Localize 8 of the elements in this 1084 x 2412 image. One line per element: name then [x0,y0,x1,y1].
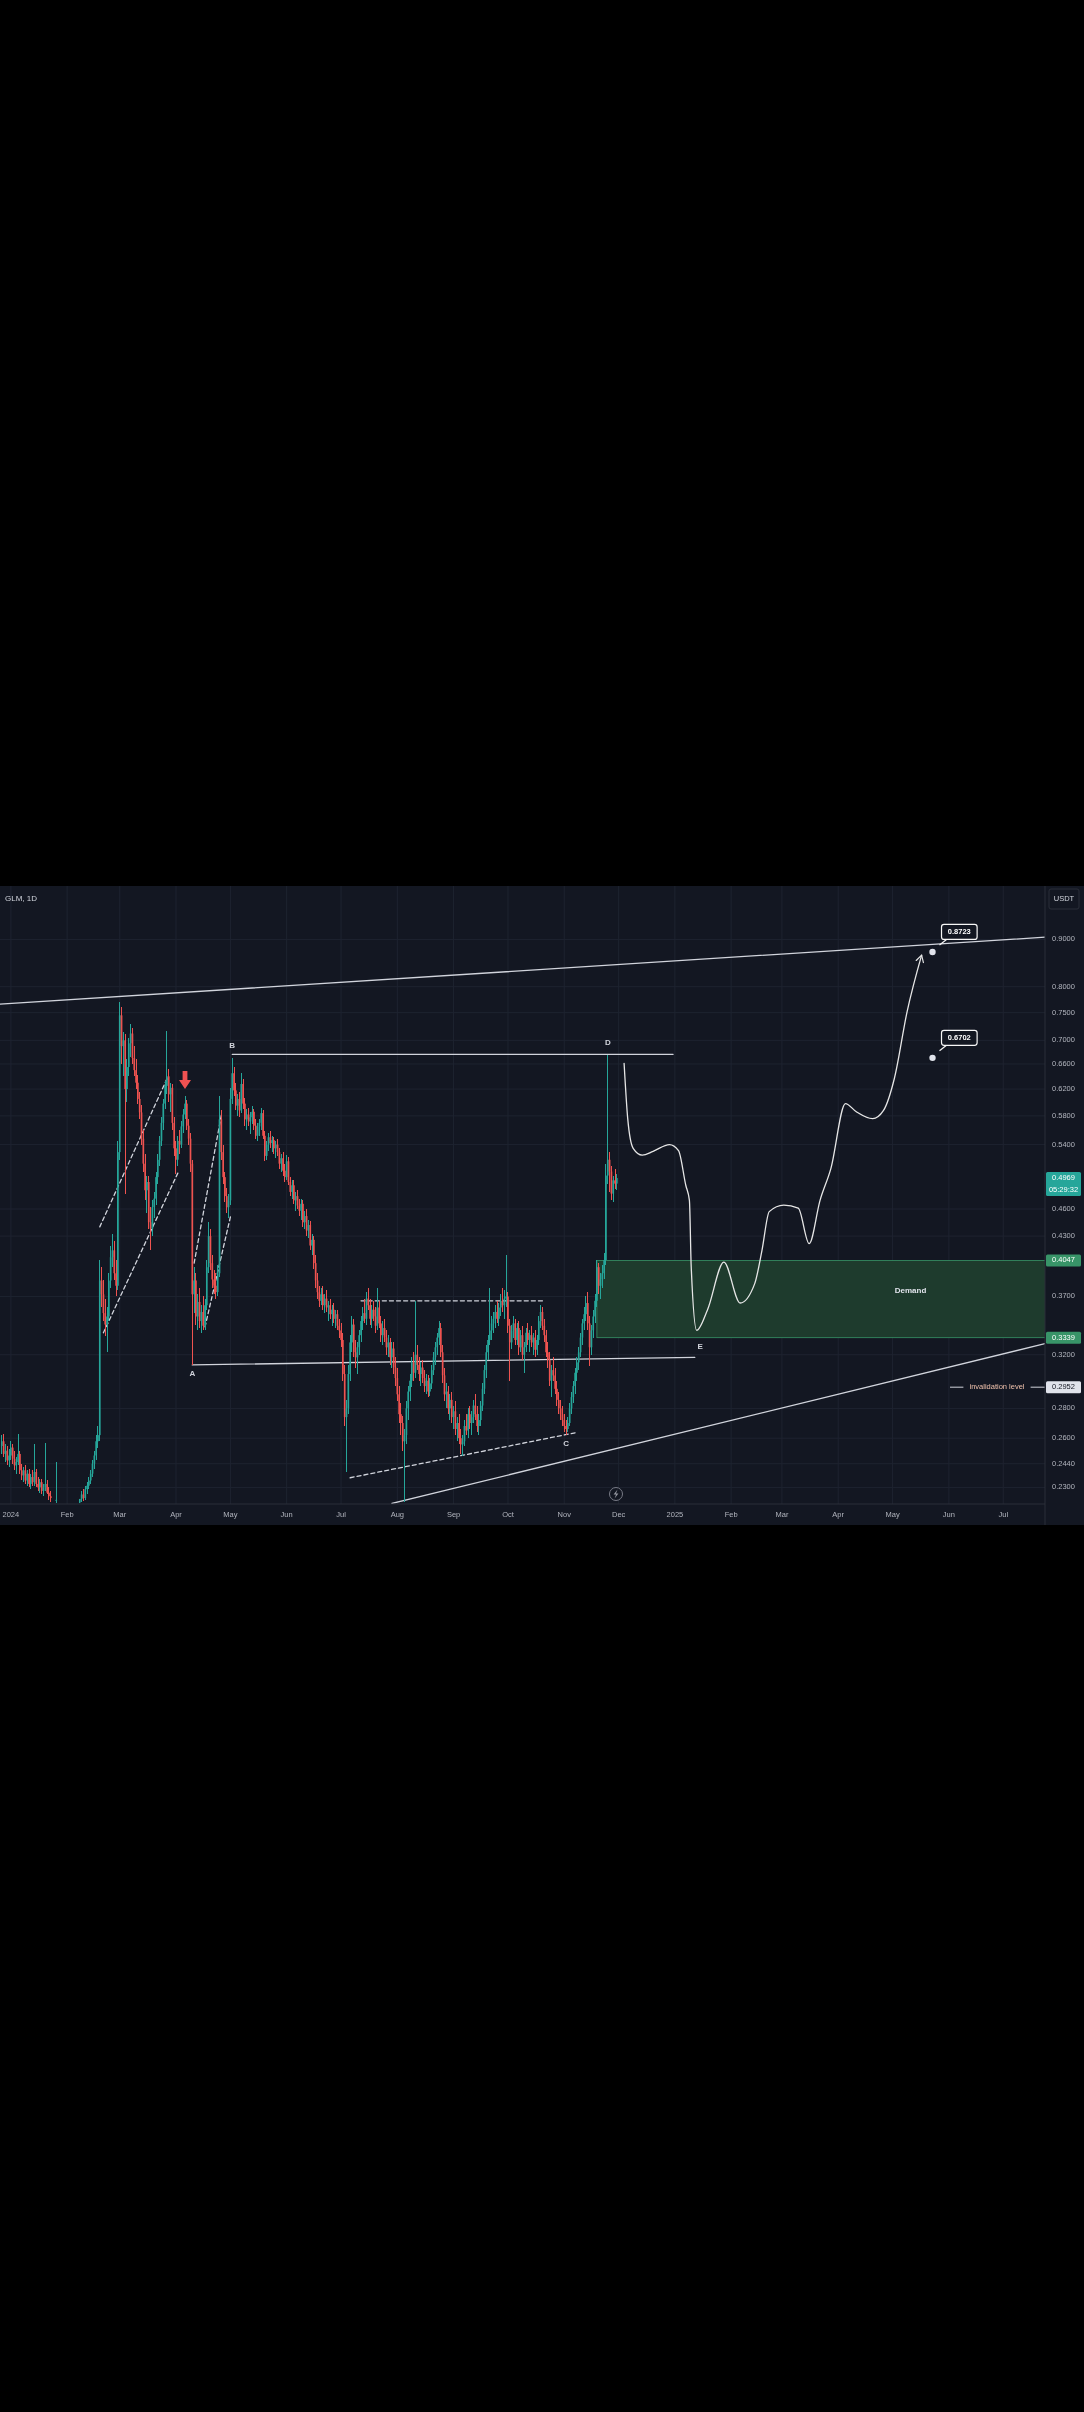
annotation: A [189,1369,196,1379]
annotation: D [604,1038,611,1048]
candlestick [55,1461,58,1504]
annotation: E [697,1341,704,1351]
annotation: B [229,1041,236,1051]
band-label: Demand [894,1286,927,1296]
annotation: C [563,1439,570,1449]
text: GLM, 1D [5,894,38,904]
